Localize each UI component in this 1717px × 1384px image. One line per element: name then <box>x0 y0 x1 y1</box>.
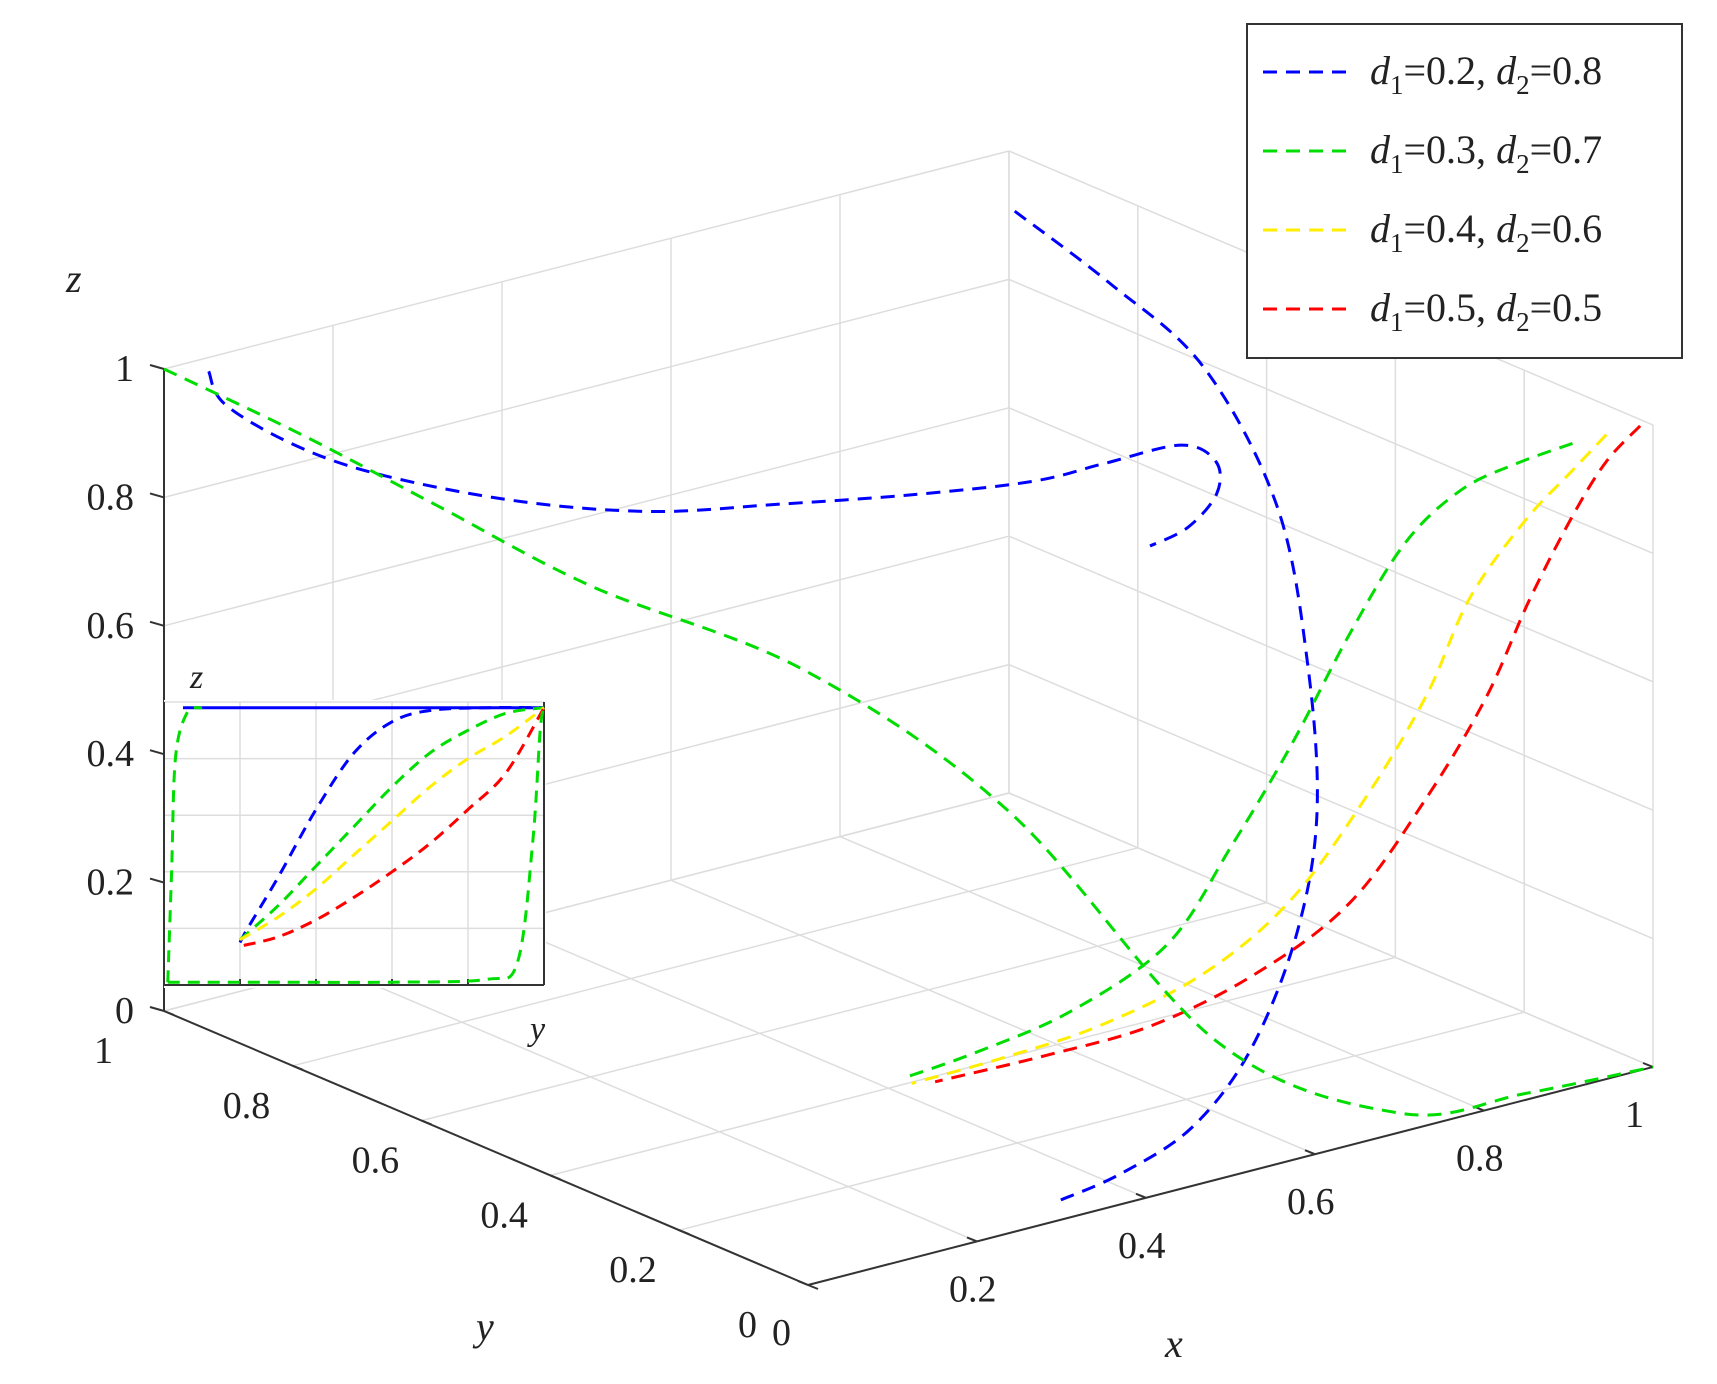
inset-y-label: y <box>527 1011 546 1048</box>
grid-ywall-z-3 <box>163 407 1010 627</box>
z-tick-label-2: 0.4 <box>87 733 135 775</box>
grid-floor-x-5 <box>1008 792 1654 1068</box>
z-tick-label-3: 0.6 <box>87 605 135 647</box>
z-tick-label-0: 0 <box>115 990 134 1032</box>
legend-label-2: d1=0.4, d2=0.6 <box>1370 206 1602 258</box>
inset-plot: z y <box>163 659 546 1048</box>
y-tick-2 <box>550 1174 561 1181</box>
grid-xwall-z-3 <box>1008 407 1654 683</box>
y-tick-3 <box>421 1119 432 1126</box>
series <box>163 210 1654 1202</box>
x-tick-3 <box>1304 1149 1316 1156</box>
grid-floor-y-1 <box>679 1011 1525 1231</box>
x-tick-label-3: 0.6 <box>1287 1181 1335 1223</box>
inset-curve-4 <box>243 706 546 947</box>
z-tick-label-1: 0.2 <box>87 862 135 904</box>
x-tick-label-1: 0.2 <box>949 1268 997 1310</box>
legend-label-3: d1=0.5, d2=0.5 <box>1370 285 1602 337</box>
tick-labels: 0000.20.20.20.40.40.40.60.60.60.80.80.81… <box>87 348 1645 1354</box>
z-tick-label-5: 1 <box>115 348 134 390</box>
grid-floor-x-4 <box>839 835 1485 1112</box>
z-tick-1 <box>149 877 165 884</box>
y-tick-label-4: 0.8 <box>223 1085 270 1127</box>
legend-label-0: d1=0.2, d2=0.8 <box>1370 48 1602 100</box>
inset-curve-5 <box>166 706 203 983</box>
legend-items: d1=0.2, d2=0.8 d1=0.3, d2=0.7 d1=0.4, d2=0… <box>1263 48 1602 337</box>
inset-curve-1 <box>238 705 545 944</box>
y-tick-label-3: 0.6 <box>352 1140 400 1182</box>
series-line-4 <box>934 424 1642 1084</box>
inset-curve-3 <box>239 706 545 941</box>
z-tick-5 <box>149 364 165 370</box>
grid-ywall-z-5 <box>163 150 1010 370</box>
x-tick-label-5: 1 <box>1625 1094 1644 1136</box>
inset-grid <box>163 701 545 986</box>
y-axis-label: y <box>472 1304 494 1349</box>
z-axis-label: z <box>65 256 82 301</box>
x-tick-5 <box>1642 1062 1654 1068</box>
grid-ywall-z-4 <box>163 278 1010 499</box>
legend-label-1: d1=0.3, d2=0.7 <box>1370 127 1602 179</box>
inset-background <box>164 700 546 988</box>
x-tick-0 <box>797 1280 809 1286</box>
x-tick-label-2: 0.4 <box>1118 1225 1166 1267</box>
legend: d1=0.2, d2=0.8 d1=0.3, d2=0.7 d1=0.4, d2=0… <box>1246 23 1683 359</box>
y-tick-label-0: 0 <box>738 1304 757 1346</box>
x-tick-2 <box>1135 1192 1147 1199</box>
grid-xwall-z-1 <box>1008 663 1654 940</box>
z-tick-label-4: 0.8 <box>87 476 135 518</box>
inset-curve-6 <box>167 707 546 984</box>
grid-floor-x-2 <box>501 923 1147 1199</box>
x-tick-label-4: 0.8 <box>1456 1138 1504 1180</box>
inset-z-label: z <box>189 659 203 696</box>
grid-xwall-z-2 <box>1008 535 1654 811</box>
y-tick-label-5: 1 <box>94 1030 113 1072</box>
y-tick-label-1: 0.2 <box>609 1249 657 1291</box>
inset-curves <box>166 705 546 984</box>
y-tick-0 <box>807 1284 819 1290</box>
grid-floor-x-1 <box>332 966 978 1243</box>
series-line-0 <box>207 370 1222 548</box>
grid-floor-y-3 <box>421 901 1267 1122</box>
x-axis-line <box>807 1066 1654 1286</box>
x-tick-1 <box>966 1236 978 1243</box>
series-line-3 <box>911 433 1608 1085</box>
x-tick-label-0: 0 <box>772 1312 791 1354</box>
grid-xwall-z-4 <box>1008 278 1654 555</box>
y-tick-4 <box>292 1064 304 1071</box>
y-tick-1 <box>678 1229 690 1236</box>
y-tick-label-2: 0.4 <box>480 1194 528 1236</box>
z-tick-3 <box>149 620 165 627</box>
z-tick-0 <box>149 1006 165 1012</box>
legend-box <box>1246 23 1683 359</box>
inset-curve-2 <box>239 706 545 941</box>
grid-floor-y-4 <box>292 847 1138 1067</box>
x-axis-label: x <box>1164 1321 1183 1366</box>
z-tick-4 <box>149 492 165 499</box>
z-tick-2 <box>149 749 165 756</box>
y-tick-5 <box>163 1010 175 1016</box>
series-line-5 <box>163 367 1654 1117</box>
y-axis-line <box>163 1010 809 1286</box>
series-line-2 <box>904 441 1574 1079</box>
series-line-1 <box>1013 210 1319 1202</box>
grid-floor-x-3 <box>670 879 1316 1155</box>
